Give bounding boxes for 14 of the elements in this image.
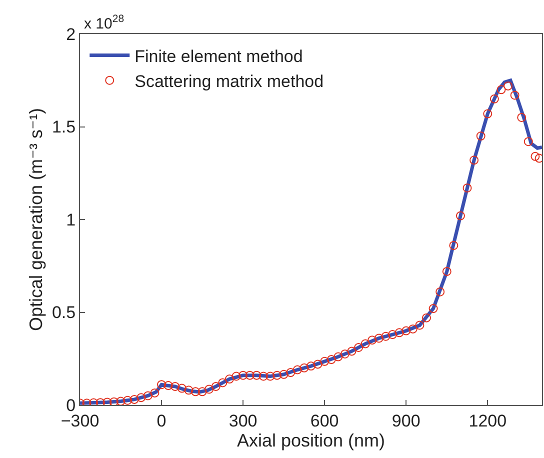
legend-label: Scattering matrix method (134, 72, 324, 91)
x-tick-label: 300 (228, 411, 258, 430)
x-tick-label: 0 (156, 411, 166, 430)
x-axis-title: Axial position (nm) (236, 430, 386, 450)
legend-label: Finite element method (134, 46, 303, 66)
x-tick-label: 900 (392, 411, 420, 430)
y-tick-label: 0.5 (52, 303, 76, 322)
y-tick-label: 1.5 (52, 118, 76, 137)
y-axis-title: Optical generation (m⁻³ s⁻¹) (26, 108, 46, 332)
x-tick-label: 600 (310, 411, 339, 430)
text: x 10$^{28}$ (84, 13, 124, 32)
x-tick-label: 1200 (468, 411, 507, 430)
y-tick-label: 1 (66, 210, 76, 230)
y-tick-label: 2 (66, 24, 76, 44)
